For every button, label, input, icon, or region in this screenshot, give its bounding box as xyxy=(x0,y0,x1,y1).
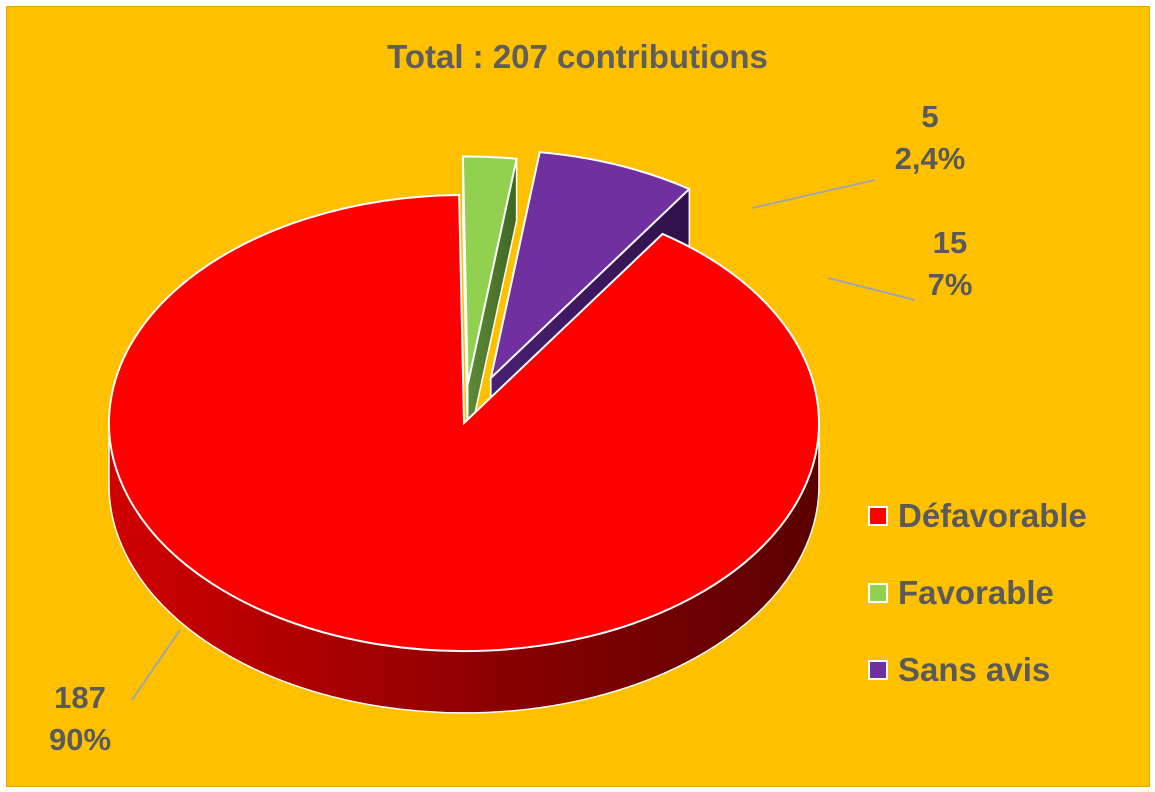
chart-title: Total : 207 contributions xyxy=(387,38,768,75)
slice-defavorable xyxy=(108,194,820,652)
legend-item-favorable[interactable]: Favorable xyxy=(868,569,1087,617)
leader-line-favorable xyxy=(751,179,876,209)
data-label-defavorable: 187 90% xyxy=(30,677,130,761)
data-label-favorable-percent: 2,4% xyxy=(894,141,966,176)
leader-line-defavorable xyxy=(131,629,181,701)
legend-item-sans-avis[interactable]: Sans avis xyxy=(868,646,1087,694)
data-label-sans-avis-value: 15 xyxy=(932,225,968,260)
data-label-defavorable-value: 187 xyxy=(54,680,106,715)
legend-item-defavorable[interactable]: Défavorable xyxy=(868,492,1087,540)
leader-line-sans-avis xyxy=(827,277,916,301)
legend-swatch-favorable xyxy=(868,583,888,603)
leader-lines xyxy=(131,179,916,701)
legend-swatch-defavorable xyxy=(868,506,888,526)
pie-tops xyxy=(108,151,820,652)
legend-swatch-sans-avis xyxy=(868,660,888,680)
legend-label-favorable: Favorable xyxy=(898,574,1054,611)
data-label-sans-avis: 15 7% xyxy=(900,222,1000,306)
data-label-favorable-value: 5 xyxy=(921,99,939,134)
legend-label-defavorable: Défavorable xyxy=(898,497,1087,534)
slice-sans-avis xyxy=(489,151,692,381)
data-label-favorable: 5 2,4% xyxy=(870,96,990,180)
data-label-defavorable-percent: 90% xyxy=(48,722,112,757)
data-label-sans-avis-percent: 7% xyxy=(927,267,973,302)
legend-label-sans-avis: Sans avis xyxy=(898,651,1051,688)
slice-favorable xyxy=(461,155,518,385)
legend: Défavorable Favorable Sans avis xyxy=(868,492,1087,723)
